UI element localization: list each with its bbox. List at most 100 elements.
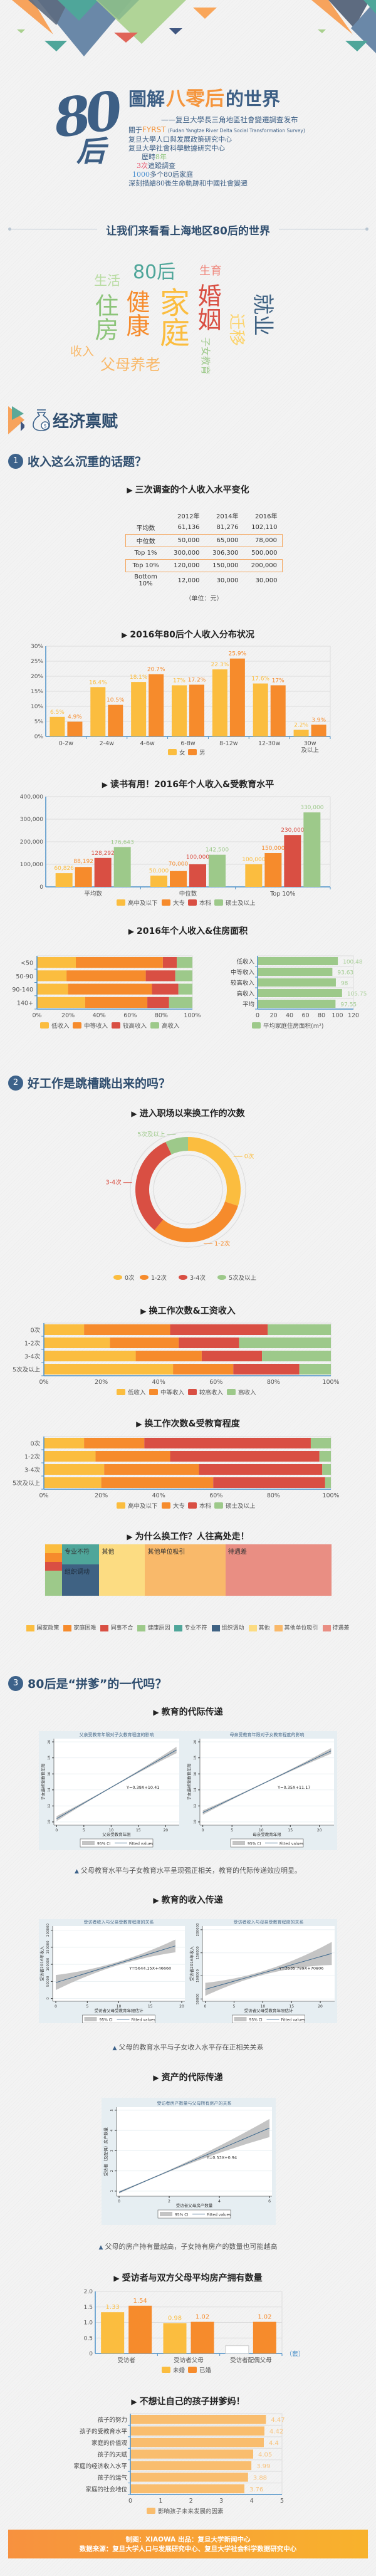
legend-swatch xyxy=(217,1275,226,1280)
x-axis-label: 受访者父母房产数量 xyxy=(176,2202,213,2208)
y-tick-label: 20% xyxy=(31,674,43,680)
chart-caption: ▲ 父母教育水平与子女教育水平呈现强正相关，教育的代际传递效应明显。 xyxy=(0,1865,376,1875)
legend-label: 男 xyxy=(199,750,206,757)
category-label: 孩子的受教育水平 xyxy=(80,2428,128,2436)
legend-label: Fitted values xyxy=(129,1842,153,1846)
x-tick-label: 10 xyxy=(117,2004,122,2009)
stacked-segment xyxy=(322,1464,331,1475)
question-number: 1 xyxy=(8,453,23,469)
asset-regression-panel: 受访者房产数量与父母所有房产的关系 1 2 3 4 5 0 2 4 6 受访者父母房产数量 受访者（及… xyxy=(102,2098,276,2225)
legend-swatch xyxy=(117,1502,125,1509)
legend-swatch xyxy=(274,1625,283,1631)
title-part: 的世界 xyxy=(226,88,281,110)
chart-title-text: 教育的代际传递 xyxy=(161,1707,223,1717)
row-label: Top 1% xyxy=(134,549,157,557)
category-label: 孩子的努力 xyxy=(97,2416,127,2424)
legend-swatch xyxy=(162,2367,170,2373)
legend-label: 高收入 xyxy=(238,1389,256,1396)
legend-label: 硕士及以上 xyxy=(226,1502,256,1510)
legend-label: 3-4次 xyxy=(190,1274,206,1282)
stacked-segment xyxy=(84,1438,145,1448)
section-marker-icon xyxy=(8,406,24,434)
job-income-chart: 0次 1-2次 3-4次 5次及以上 0% 20% 40% 60% 80% 100% 低收入 中等收入… xyxy=(13,1322,340,1396)
category-label: 家庭的价值观 xyxy=(91,2439,128,2447)
table-cell: 102,110 xyxy=(251,524,278,531)
category-label: 0次 xyxy=(30,1440,40,1448)
legend-swatch xyxy=(147,2508,155,2514)
legend-label: Fitted values xyxy=(281,2018,305,2023)
data-label: 3.76 xyxy=(249,2486,263,2493)
x-tick-label: 120 xyxy=(348,1012,359,1019)
fitted-line xyxy=(55,1945,176,1983)
data-label: 10.5% xyxy=(107,698,125,704)
confidence-band xyxy=(56,1746,177,1821)
triangle-shape xyxy=(12,0,53,34)
stacked-segment xyxy=(325,1477,331,1488)
x-tick-label: 40% xyxy=(93,1012,106,1019)
footer-credits: 制图：XIAOWA 出品：复旦大学新闻中心 数据来源：复旦大学人口与发展研究中心… xyxy=(8,2530,368,2558)
category-label: 1-2次 xyxy=(24,1453,41,1461)
y-axis-label: 受访者（及配偶）房产数量 xyxy=(103,2127,108,2177)
divider-dot xyxy=(8,228,11,231)
education-regression-panel: 父亲受教育年限对子女教育程度的影响 10 12 14 16 18 20 0 5 10 15 20 父亲受… xyxy=(39,1731,337,1850)
x-tick-label: 20 xyxy=(318,2004,323,2009)
row-label: 中位数 xyxy=(125,533,166,547)
regression-equation: Y=3535.789X+70806 xyxy=(278,1966,323,1971)
section-banner: 让我们来看看上海地区80后的世界 xyxy=(106,225,270,238)
chart-title-text: 资产的代际传递 xyxy=(161,2073,223,2083)
treemap-cell: 其他 xyxy=(99,1544,145,1596)
bar xyxy=(209,854,226,887)
header-decoration xyxy=(12,0,376,56)
y-axis-label: 子女最终受教育年限 xyxy=(40,1763,46,1800)
confidence-band xyxy=(56,1939,175,1991)
x-axis-label: 母亲受教育年限 xyxy=(253,1831,281,1837)
legend-swatch xyxy=(150,1022,159,1029)
y-tick-label: 20 xyxy=(194,1739,197,1744)
x-tick-label: 0% xyxy=(39,1492,48,1499)
stacked-segment xyxy=(101,1477,214,1488)
data-label: 16.4% xyxy=(89,679,107,686)
child-factors-chart: 4.47 孩子的努力 4.42 孩子的受教育水平 4.4 家庭的价值观 4.05 孩子的天赋 3… xyxy=(73,2413,285,2515)
legend-label: 国家政策 xyxy=(36,1625,60,1631)
table-cell: 65,000 xyxy=(204,533,244,547)
data-label: 1.02 xyxy=(258,2314,271,2321)
category-label: 30w xyxy=(304,740,316,747)
x-tick-label: 80 xyxy=(318,1012,325,1019)
triangle-shape xyxy=(363,0,376,14)
y-tick-label: 15% xyxy=(31,689,43,695)
chart-title-text: 为什么换工作？人往高处走！ xyxy=(135,1532,249,1542)
y-tick-label: 18 xyxy=(194,1756,197,1760)
x-tick-label: 40% xyxy=(152,1492,165,1499)
legend-label: Fitted values xyxy=(132,2018,155,2023)
legend-label: 高中及以下 xyxy=(128,899,158,907)
data-label: 4.9% xyxy=(68,714,82,720)
housing-area-chart: 100.48 低收入 93.63 中等收入 98 较高收入 105.75 高收入 97.55 平均… xyxy=(231,955,367,1030)
category-label: 家庭的经济收入水平 xyxy=(73,2463,127,2470)
y-tick-label: 400,000 xyxy=(20,794,43,800)
legend-swatch xyxy=(137,1625,146,1631)
stacked-segment xyxy=(44,1324,85,1335)
data-label: 1.54 xyxy=(133,2298,147,2305)
legend-label: 0次 xyxy=(125,1274,135,1282)
plot-title: 母亲受教育年限对子女教育程度的影响 xyxy=(230,1732,305,1737)
bar xyxy=(130,2426,264,2436)
y-tick-label: 200,000 xyxy=(20,839,43,846)
table-cell: 61,136 xyxy=(177,524,200,531)
legend-item: 其他单位吸引 xyxy=(274,1623,318,1631)
y-tick-label: 2 xyxy=(110,2170,114,2172)
treemap-cell: 其他单位吸引 xyxy=(145,1544,226,1596)
table-cell: 78,000 xyxy=(243,533,283,547)
data-label: 1.33 xyxy=(106,2304,120,2311)
fact-highlight: 8年 xyxy=(155,153,167,161)
x-tick-label: 20 xyxy=(317,1828,322,1833)
regression-equation: Y=5644.15X+46660 xyxy=(128,1966,171,1971)
legend-label: 其他 xyxy=(258,1625,270,1631)
treemap-legend: 国家政策 家庭困难 同事不合 健康原因 专业不符 组织调动 其他 其他单位吸引 待遇差 xyxy=(0,1623,376,1631)
play-icon: ▶ xyxy=(131,1109,137,1118)
fact-highlight: 1000 xyxy=(132,170,150,179)
x-tick-label: 0 xyxy=(55,1828,58,1833)
chart-title: ▶ 进入职场以来换工作的次数 xyxy=(0,1107,376,1119)
y-tick-label: 12 xyxy=(48,1804,51,1808)
donut-slice xyxy=(188,1137,241,1206)
x-tick-label: 5 xyxy=(231,1828,233,1833)
